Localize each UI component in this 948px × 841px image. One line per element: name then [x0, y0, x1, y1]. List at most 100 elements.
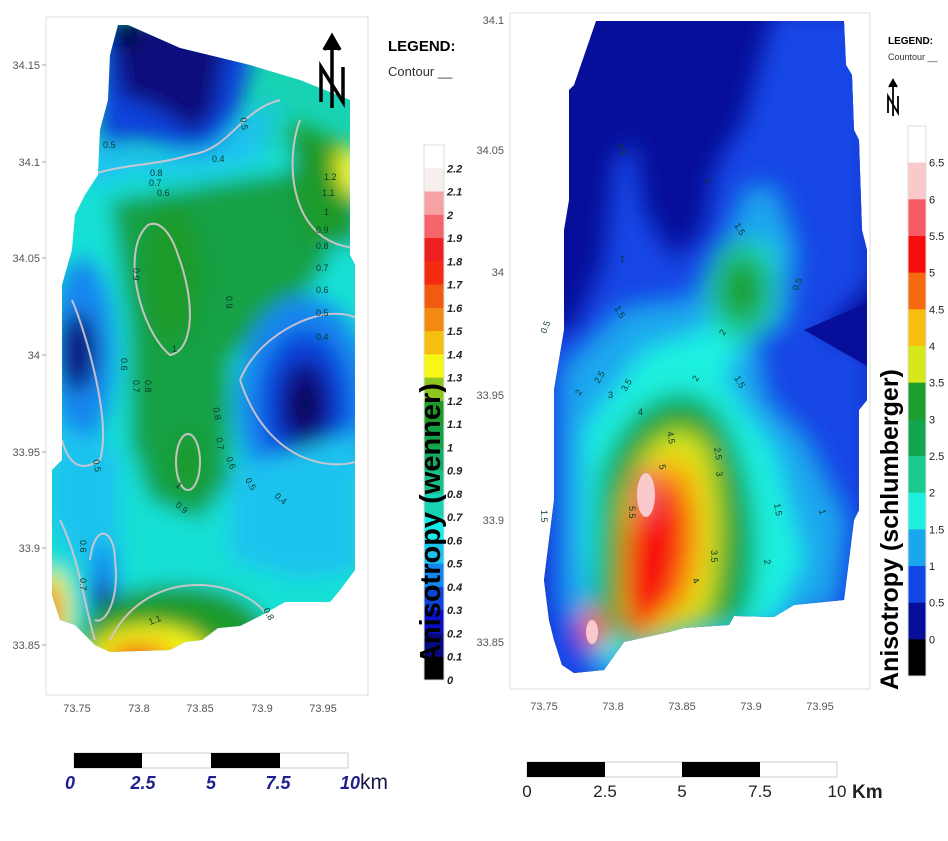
wenner-contour-map: 0.5 0.5 0.4 0.8 0.7 0.6 1.2 1.1 1 0.9 0.…	[12, 16, 463, 794]
colorbar-swatch	[424, 400, 444, 425]
colorbar-swatch	[424, 424, 444, 448]
colorbar-swatch	[424, 354, 444, 379]
colorbar-swatch	[424, 517, 444, 541]
svg-text:5: 5	[206, 773, 217, 793]
svg-text:1: 1	[817, 509, 828, 516]
svg-text:73.8: 73.8	[128, 703, 149, 715]
colorbar-tick-label: 6.5	[929, 158, 944, 170]
svg-text:0.9: 0.9	[131, 268, 141, 281]
svg-text:34.1: 34.1	[19, 157, 40, 169]
colorbar-swatch	[424, 331, 444, 355]
colorbar-tick-label: 2.2	[446, 163, 462, 175]
colorbar-swatch	[424, 586, 444, 611]
svg-text:0.7: 0.7	[214, 437, 226, 451]
colorbar-swatch	[424, 214, 444, 239]
colorbar-tick-label: 5	[929, 268, 935, 280]
colorbar-tick-label: 0.9	[447, 466, 463, 478]
x-axis: 73.75 73.8 73.85 73.9 73.95	[530, 701, 834, 713]
y-axis: 34.1 34.05 34 33.95 33.9 33.85	[476, 15, 504, 649]
svg-text:1: 1	[174, 480, 184, 491]
svg-text:5: 5	[657, 464, 668, 471]
schlumberger-anisotropy-map-panel: 0.5 1 1.5 1 1.5 2 1.5 0.5 0.5 2 2.5 3 3.…	[474, 0, 948, 836]
svg-text:1.2: 1.2	[324, 172, 337, 182]
colorbar-tick-label: 5.5	[929, 231, 944, 243]
svg-text:1: 1	[620, 254, 625, 264]
colorbar-swatch	[908, 199, 926, 237]
svg-text:73.95: 73.95	[309, 703, 337, 715]
svg-text:0.8: 0.8	[316, 241, 329, 251]
x-axis: 73.75 73.8 73.85 73.9 73.95	[63, 703, 337, 715]
colorbar-tick-label: 1.1	[447, 419, 462, 431]
svg-text:0.7: 0.7	[78, 578, 88, 591]
svg-text:0.6: 0.6	[224, 455, 238, 470]
svg-text:34: 34	[492, 267, 504, 279]
svg-text:34.05: 34.05	[12, 253, 40, 265]
svg-text:3.5: 3.5	[709, 550, 719, 563]
svg-text:73.9: 73.9	[740, 701, 761, 713]
svg-text:0.4: 0.4	[316, 332, 329, 342]
svg-text:0.6: 0.6	[119, 358, 129, 371]
north-arrow-icon	[319, 32, 345, 109]
colorbar-tick-label: 1	[929, 561, 935, 573]
colorbar-tick-label: 0.1	[447, 652, 462, 664]
colorbar-tick-label: 1.2	[447, 396, 462, 408]
north-arrow-icon	[887, 78, 899, 117]
legend-contour-item: Countour __	[888, 52, 939, 62]
svg-text:5: 5	[677, 782, 686, 801]
colorbar-swatch	[424, 191, 444, 216]
y-axis: 34.15 34.1 34.05 34 33.95 33.9 33.85	[12, 60, 46, 652]
colorbar-swatch	[908, 309, 926, 347]
svg-text:7.5: 7.5	[265, 773, 291, 793]
svg-text:0.5: 0.5	[238, 117, 250, 131]
colorbar-swatch	[908, 126, 926, 164]
scale-bar: 0 2.5 5 7.5 10 km	[65, 752, 388, 794]
colorbar-tick-label: 3.5	[929, 378, 944, 390]
colorbar-swatch	[424, 656, 444, 681]
colorbar-swatch	[424, 377, 444, 402]
svg-text:Km: Km	[852, 782, 883, 803]
svg-text:33.95: 33.95	[12, 447, 40, 459]
colorbar-tick-label: 2	[446, 210, 453, 222]
svg-text:2.5: 2.5	[129, 773, 156, 793]
svg-text:73.9: 73.9	[251, 703, 272, 715]
colorbar-tick-label: 0.5	[929, 598, 944, 610]
svg-text:33.95: 33.95	[476, 390, 504, 402]
colorbar-tick-label: 1.5	[447, 326, 463, 338]
colorbar-swatch	[424, 168, 444, 193]
colorbar-tick-label: 2	[929, 488, 935, 500]
colorbar-swatch	[424, 540, 444, 565]
svg-text:73.85: 73.85	[186, 703, 214, 715]
colorbar-swatch	[908, 419, 926, 457]
colorbar-swatch	[424, 238, 444, 262]
svg-text:0.8: 0.8	[143, 380, 153, 393]
svg-text:0.5: 0.5	[615, 142, 629, 157]
colorbar-swatch	[424, 493, 444, 518]
colorbar-tick-label: 0.2	[447, 628, 462, 640]
svg-text:0.9: 0.9	[224, 296, 234, 309]
colorbar-swatch	[908, 566, 926, 604]
svg-text:34.15: 34.15	[12, 60, 40, 72]
svg-text:2: 2	[762, 559, 773, 566]
svg-text:33.85: 33.85	[12, 640, 40, 652]
colorbar-swatch	[908, 602, 926, 640]
colorbar-swatch	[424, 261, 444, 286]
colorbar-wenner: 2.2 2.1 2 1.9 1.8 1.7 1.6 1.5 1.4 1.3 1.2 1.1 1 0.9 0.…	[423, 144, 463, 687]
svg-text:0: 0	[522, 782, 531, 801]
colorbar-swatch	[424, 633, 444, 658]
colorbar-swatch	[424, 447, 444, 472]
contour-fill-area	[544, 21, 867, 673]
svg-text:0.8: 0.8	[211, 407, 223, 421]
svg-text:7.5: 7.5	[748, 782, 772, 801]
colorbar-title: Anisotropy (wenner)	[415, 383, 447, 665]
svg-text:34: 34	[28, 350, 40, 362]
colorbar-tick-label: 0	[447, 675, 454, 687]
colorbar-swatch	[908, 529, 926, 567]
svg-text:0.7: 0.7	[149, 178, 162, 188]
colorbar-swatch	[424, 284, 444, 309]
scale-bar: 0 2.5 5 7.5 10 Km	[522, 761, 883, 803]
svg-text:4: 4	[690, 576, 701, 585]
colorbar-tick-label: 1.5	[929, 524, 944, 536]
colorbar-swatch	[424, 470, 444, 495]
svg-text:0.6: 0.6	[157, 188, 170, 198]
colorbar-schlumberger: 6.5 6 5.5 5 4.5 4 3.5 3 2.5 2 1.5 1 0.5 0	[907, 125, 944, 677]
